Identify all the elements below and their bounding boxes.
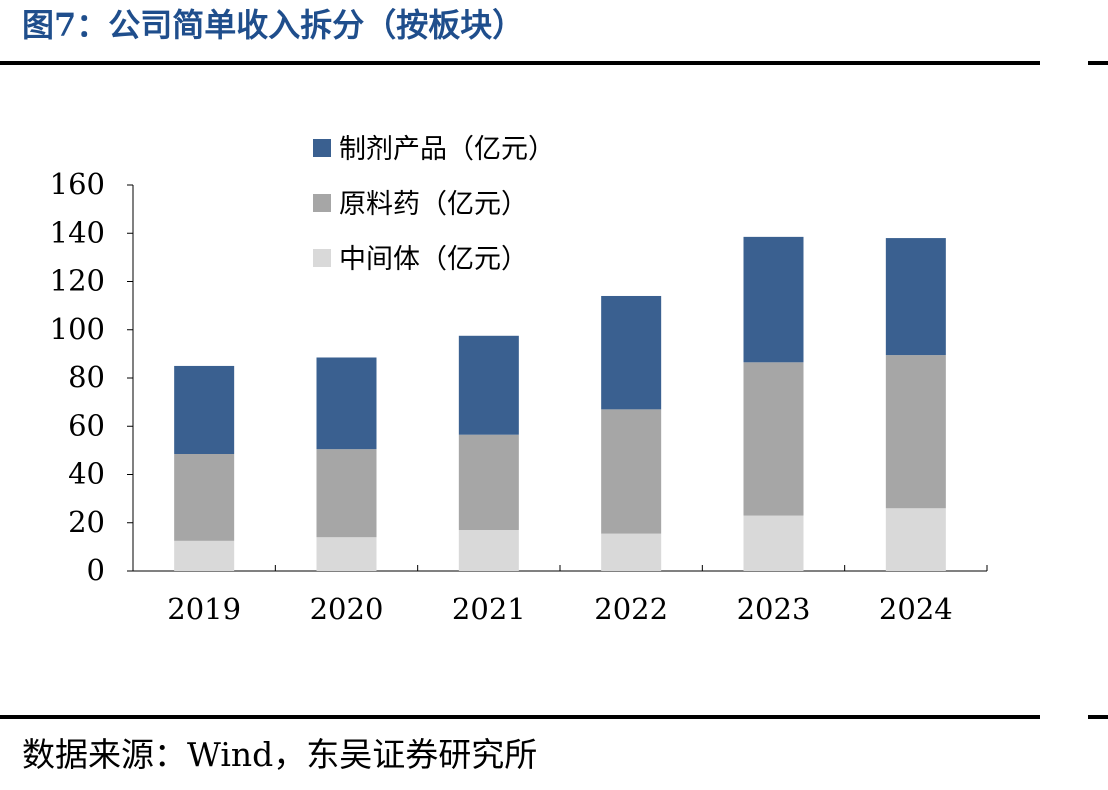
bar-2023-series-2 [743,236,804,363]
x-tick-label: 2020 [310,592,384,626]
bar-2022-series-2 [601,295,662,410]
bar-2019-series-0 [174,540,235,571]
y-tick-label: 160 [50,167,105,201]
bottom-rule-right [1088,715,1108,719]
bar-2020-series-0 [316,537,377,571]
x-tick-label: 2023 [737,592,811,626]
bar-2024-series-1 [885,355,946,509]
legend-label-1: 原料药（亿元） [339,189,528,220]
legend-label-2: 制剂产品（亿元） [339,134,555,165]
bottom-rule [0,715,1040,719]
bar-2019-series-1 [174,453,235,541]
y-tick-label: 120 [50,264,105,298]
legend-swatch-1 [313,194,331,212]
bar-2023-series-0 [743,515,804,571]
bar-2024-series-0 [885,508,946,571]
x-tick-label: 2024 [879,592,953,626]
bar-2022-series-1 [601,409,662,534]
bar-2024-series-2 [885,238,946,356]
top-rule [0,61,1040,65]
stacked-bar-chart: 制剂产品（亿元） 原料药（亿元） 中间体（亿元） 0 20 40 60 80 100 120 14… [50,134,988,626]
legend-label-0: 中间体（亿元） [339,244,528,275]
source-note: 数据来源：Wind，东吴证券研究所 [22,735,538,774]
chart-legend: 制剂产品（亿元） 原料药（亿元） 中间体（亿元） [313,134,555,275]
bar-2020-series-1 [316,449,377,538]
y-tick-label: 20 [68,505,105,539]
x-tick-label: 2019 [167,592,241,626]
bar-2021-series-1 [458,434,519,530]
bar-2020-series-2 [316,357,377,450]
x-tick-label: 2021 [452,592,526,626]
y-tick-label: 0 [87,553,105,587]
y-tick-label: 100 [50,312,105,346]
y-tick-label: 140 [50,215,105,249]
y-tick-label: 40 [68,457,105,491]
y-tick-label: 60 [68,408,105,442]
bar-2021-series-2 [458,335,519,435]
y-tick-label: 80 [68,360,105,394]
legend-swatch-2 [313,139,331,157]
bar-2023-series-1 [743,362,804,516]
bar-2022-series-0 [601,533,662,571]
bar-2019-series-2 [174,365,235,454]
chart-bars [174,236,946,571]
top-rule-right [1088,61,1108,65]
x-tick-label: 2022 [594,592,668,626]
figure-title: 图7：公司简单收入拆分（按板块） [22,6,525,44]
bar-2021-series-0 [458,529,519,571]
chart-axes: 0 20 40 60 80 100 120 140 160 2019 2020 2021 2022 202… [50,167,988,626]
legend-swatch-0 [313,249,331,267]
